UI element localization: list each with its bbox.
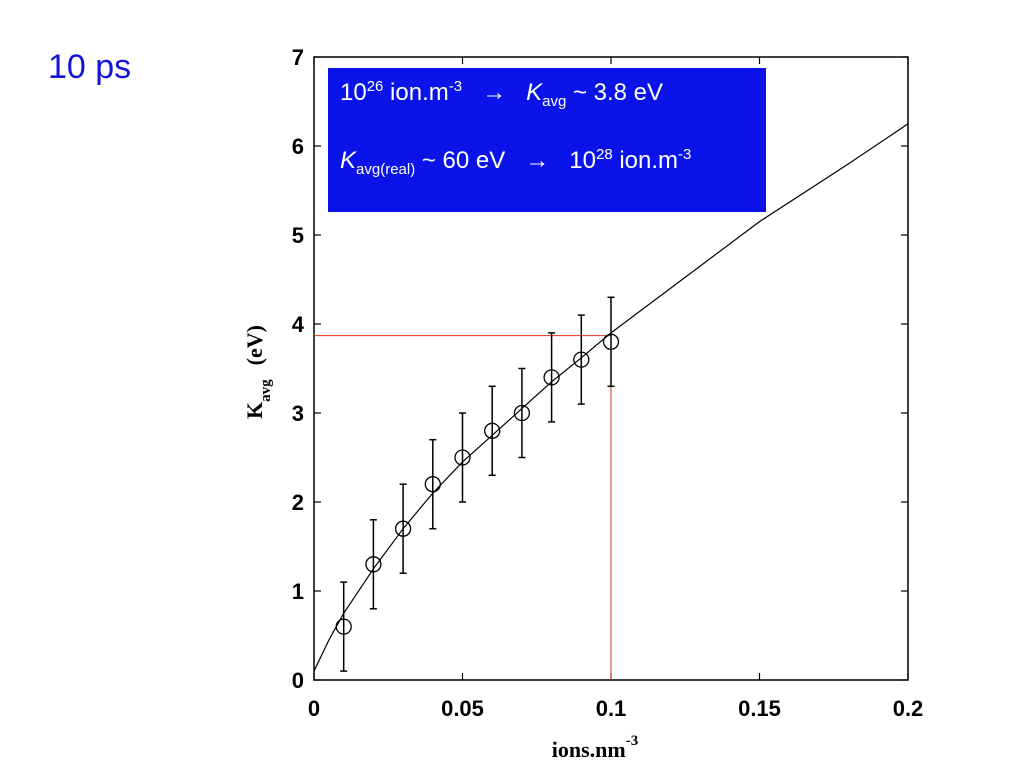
ann1-base: 10 <box>340 79 367 106</box>
ann2-unit: ion.m <box>612 147 679 174</box>
y-axis-title-unit: (eV) <box>242 325 267 365</box>
data-point <box>365 556 382 573</box>
slide-title: 10 ps <box>48 48 132 86</box>
arrow-icon: → <box>482 79 507 106</box>
ann2-value: ~ 60 eV <box>415 147 506 174</box>
ann2-base: 10 <box>569 147 596 174</box>
x-tick-label: 0 <box>308 696 320 721</box>
y-axis-title-sub: avg <box>258 379 274 402</box>
ann2-exp: 28 <box>595 146 613 163</box>
data-point <box>543 369 560 386</box>
y-tick-label: 3 <box>292 401 304 426</box>
annotation-line-1: 1026 ion.m-3 → Kavg ~ 3.8 eV <box>340 78 663 110</box>
ann1-exp: 26 <box>366 78 384 95</box>
data-point <box>513 404 531 422</box>
arrow-icon: → <box>525 147 550 174</box>
x-tick-label: 0.05 <box>441 696 484 721</box>
y-tick-label: 2 <box>292 490 304 515</box>
x-tick-label: 0.15 <box>738 696 781 721</box>
ann1-k: K <box>526 79 543 106</box>
ann1-k-sub: avg <box>542 92 567 110</box>
plot-area: 0 0.05 0.1 0.15 0.2 0 1 2 3 4 5 6 7 <box>292 45 924 721</box>
y-tick-label: 5 <box>292 223 304 248</box>
data-point <box>602 333 620 350</box>
x-tick-label: 0.2 <box>893 696 924 721</box>
x-axis-title-text: ions.nm <box>552 737 626 762</box>
ann2-k: K <box>340 147 357 174</box>
fit-line <box>313 123 909 672</box>
x-axis-title-exp: -3 <box>626 733 639 749</box>
y-axis-title-symbol: K <box>242 402 267 419</box>
y-tick-label: 7 <box>292 45 304 70</box>
ann1-value: ~ 3.8 eV <box>566 79 664 106</box>
data-point <box>484 422 501 439</box>
data-point <box>335 618 352 635</box>
annotation-line-2: Kavg(real) ~ 60 eV → 1028 ion.m-3 <box>340 146 691 178</box>
data-point <box>454 449 471 466</box>
x-tick-label: 0.1 <box>596 696 627 721</box>
data-point <box>573 351 590 368</box>
y-tick-label: 6 <box>292 134 304 159</box>
data-point <box>424 476 441 493</box>
y-axis-title: Kavg (eV) <box>242 325 274 419</box>
ann1-unit: ion.m <box>383 79 449 106</box>
y-tick-label: 1 <box>292 579 304 604</box>
ann2-k-sub: avg(real) <box>356 160 416 178</box>
x-axis-title: ions.nm-3 <box>552 733 638 762</box>
y-tick-label: 0 <box>292 668 304 693</box>
data-point <box>394 520 412 537</box>
annotation-box: 1026 ion.m-3 → Kavg ~ 3.8 eV Kavg(real) ~ … <box>328 68 766 212</box>
ann2-unit-exp: -3 <box>678 146 692 163</box>
y-tick-label: 4 <box>292 312 305 337</box>
ann1-unit-exp: -3 <box>448 78 463 95</box>
